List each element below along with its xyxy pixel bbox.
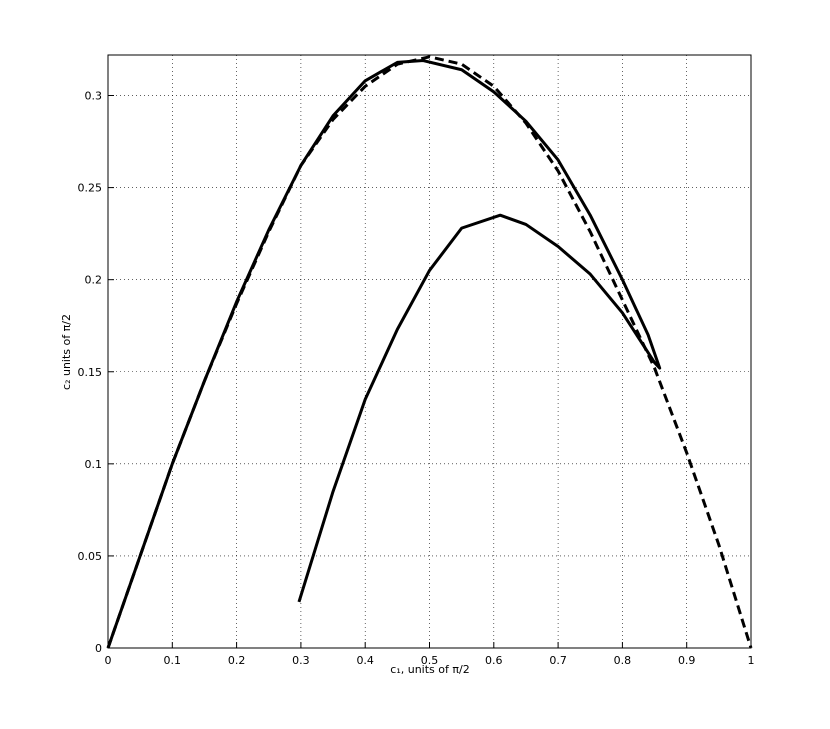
y-tick-label: 0.1 (85, 458, 103, 471)
x-tick-label: 1 (748, 654, 755, 667)
y-tick-label: 0.3 (85, 90, 103, 103)
y-axis-label: c₂ units of π/2 (60, 314, 73, 390)
x-tick-label: 0.8 (614, 654, 632, 667)
x-tick-label: 0.5 (421, 654, 439, 667)
y-tick-label: 0.05 (78, 550, 103, 563)
y-tick-label: 0.25 (78, 182, 103, 195)
x-tick-label: 0.3 (292, 654, 310, 667)
plot-frame (107, 54, 752, 649)
x-tick-label: 0.1 (164, 654, 182, 667)
x-tick-label: 0.2 (228, 654, 246, 667)
x-tick-label: 0.6 (485, 654, 503, 667)
line-series (106, 55, 753, 649)
y-tick-label: 0.15 (78, 366, 103, 379)
y-tick-label: 0.2 (85, 274, 103, 287)
y-tick-label: 0 (95, 642, 102, 655)
x-tick-label: 0.4 (356, 654, 374, 667)
line-series (106, 59, 662, 649)
x-tick-label: 0 (105, 654, 112, 667)
x-axis-label: c₁, units of π/2 (390, 663, 469, 676)
x-tick-label: 0.7 (549, 654, 567, 667)
x-tick-label: 0.9 (678, 654, 696, 667)
